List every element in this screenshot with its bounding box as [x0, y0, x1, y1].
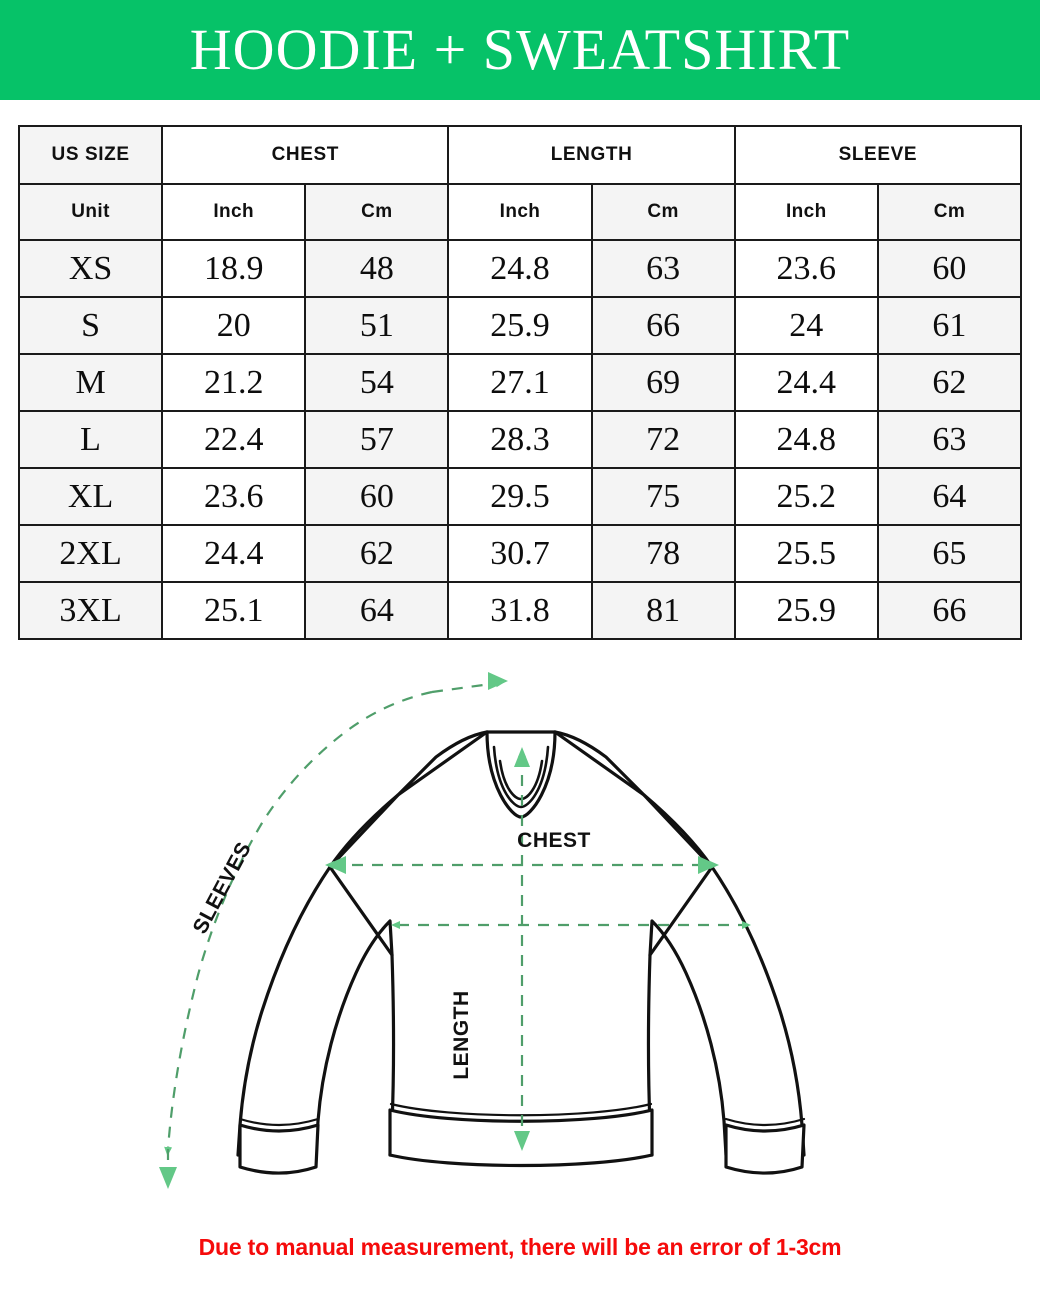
- cell-sleeve-cm: 60: [876, 239, 1023, 298]
- cell-chest-in: 20: [161, 296, 307, 355]
- length-guide-arrowheads: [514, 747, 530, 1151]
- cell-size: XS: [17, 239, 164, 298]
- table-row: 2XL 24.4 62 30.7 78 25.5 65: [17, 524, 1023, 583]
- cell-chest-cm: 51: [304, 296, 450, 355]
- cell-length-cm: 69: [590, 353, 736, 412]
- page-header-banner: HOODIE + SWEATSHIRT: [0, 0, 1040, 100]
- cell-chest-cm: 54: [304, 353, 450, 412]
- column-header-chest: CHEST: [161, 125, 450, 185]
- left-cuff-seam: [238, 1117, 320, 1127]
- right-shoulder-seam: [553, 730, 714, 869]
- column-header-sleeve-inch: Inch: [733, 183, 879, 241]
- cell-chest-in: 21.2: [161, 353, 307, 412]
- table-row: S 20 51 25.9 66 24 61: [17, 296, 1023, 355]
- page-title: HOODIE + SWEATSHIRT: [189, 17, 851, 82]
- cell-chest-cm: 60: [304, 467, 450, 526]
- cell-length-in: 29.5: [447, 467, 593, 526]
- cell-sleeve-cm: 62: [876, 353, 1023, 412]
- table-row: M 21.2 54 27.1 69 24.4 62: [17, 353, 1023, 412]
- cell-length-cm: 63: [590, 239, 736, 298]
- cell-sleeve-in: 24.8: [733, 410, 879, 469]
- cell-chest-in: 23.6: [161, 467, 307, 526]
- cell-chest-in: 25.1: [161, 581, 307, 640]
- shoulder-arrow-left: [326, 856, 346, 874]
- cell-length-in: 25.9: [447, 296, 593, 355]
- cell-size: 3XL: [17, 581, 164, 640]
- cell-length-in: 30.7: [447, 524, 593, 583]
- cell-length-cm: 81: [590, 581, 736, 640]
- right-cuff-seam: [724, 1117, 806, 1127]
- length-arrow-down: [514, 1131, 530, 1151]
- table-group-header-row: US SIZE CHEST LENGTH SLEEVE: [17, 125, 1023, 185]
- size-chart-table-body: XS 18.9 48 24.8 63 23.6 60 S 20 51 25.9 …: [17, 239, 1023, 640]
- cell-length-cm: 75: [590, 467, 736, 526]
- sleeve-guide-arrowheads: [159, 672, 508, 1189]
- left-shoulder-seam: [328, 730, 489, 869]
- column-header-length-cm: Cm: [590, 183, 736, 241]
- cell-length-in: 24.8: [447, 239, 593, 298]
- column-header-sleeve: SLEEVE: [733, 125, 1023, 185]
- cell-size: M: [17, 353, 164, 412]
- column-header-length-inch: Inch: [447, 183, 593, 241]
- cell-size: L: [17, 410, 164, 469]
- sleeve-arrow-top: [488, 672, 508, 690]
- cell-size: XL: [17, 467, 164, 526]
- size-chart-table: US SIZE CHEST LENGTH SLEEVE Unit Inch Cm…: [17, 125, 1023, 640]
- table-row: L 22.4 57 28.3 72 24.8 63: [17, 410, 1023, 469]
- sleeve-arrow-down: [159, 1167, 177, 1189]
- shoulder-guide-arrowheads: [326, 856, 718, 874]
- cell-length-cm: 78: [590, 524, 736, 583]
- cell-sleeve-in: 23.6: [733, 239, 879, 298]
- cell-sleeve-cm: 65: [876, 524, 1023, 583]
- chest-label: CHEST: [517, 829, 591, 852]
- cell-chest-cm: 62: [304, 524, 450, 583]
- measurement-diagram: SLEEVES CHEST LENGTH: [0, 655, 1040, 1235]
- cell-chest-in: 22.4: [161, 410, 307, 469]
- cell-sleeve-cm: 61: [876, 296, 1023, 355]
- column-header-us-size: US SIZE: [17, 125, 164, 185]
- cell-length-cm: 66: [590, 296, 736, 355]
- table-row: 3XL 25.1 64 31.8 81 25.9 66: [17, 581, 1023, 640]
- size-chart-table-container: US SIZE CHEST LENGTH SLEEVE Unit Inch Cm…: [17, 125, 1023, 640]
- cell-length-in: 28.3: [447, 410, 593, 469]
- table-row: XL 23.6 60 29.5 75 25.2 64: [17, 467, 1023, 526]
- column-header-length: LENGTH: [447, 125, 736, 185]
- cell-sleeve-in: 24: [733, 296, 879, 355]
- cell-chest-in: 24.4: [161, 524, 307, 583]
- cell-chest-cm: 64: [304, 581, 450, 640]
- measurement-disclaimer: Due to manual measurement, there will be…: [198, 1234, 842, 1260]
- cell-chest-cm: 48: [304, 239, 450, 298]
- cell-sleeve-cm: 66: [876, 581, 1023, 640]
- sleeve-guide-line: [164, 690, 433, 1156]
- right-cuff: [724, 1123, 806, 1175]
- column-header-chest-cm: Cm: [304, 183, 450, 241]
- cell-length-in: 31.8: [447, 581, 593, 640]
- cell-length-in: 27.1: [447, 353, 593, 412]
- column-header-sleeve-cm: Cm: [876, 183, 1023, 241]
- cell-sleeve-in: 24.4: [733, 353, 879, 412]
- cell-size: 2XL: [17, 524, 164, 583]
- length-arrow-up: [514, 747, 530, 767]
- right-underarm-seam: [648, 865, 714, 957]
- column-header-unit: Unit: [17, 183, 164, 241]
- cell-chest-cm: 57: [304, 410, 450, 469]
- cell-sleeve-cm: 63: [876, 410, 1023, 469]
- cell-size: S: [17, 296, 164, 355]
- sleeves-label: SLEEVES: [189, 838, 256, 937]
- table-row: XS 18.9 48 24.8 63 23.6 60: [17, 239, 1023, 298]
- left-underarm-seam: [328, 865, 394, 957]
- table-unit-header-row: Unit Inch Cm Inch Cm Inch Cm: [17, 183, 1023, 241]
- length-label: LENGTH: [450, 990, 473, 1079]
- shoulder-arrow-right: [698, 856, 718, 874]
- cell-sleeve-in: 25.2: [733, 467, 879, 526]
- cell-length-cm: 72: [590, 410, 736, 469]
- cell-sleeve-in: 25.5: [733, 524, 879, 583]
- left-cuff: [238, 1123, 320, 1175]
- cell-sleeve-cm: 64: [876, 467, 1023, 526]
- column-header-chest-inch: Inch: [161, 183, 307, 241]
- cell-chest-in: 18.9: [161, 239, 307, 298]
- cell-sleeve-in: 25.9: [733, 581, 879, 640]
